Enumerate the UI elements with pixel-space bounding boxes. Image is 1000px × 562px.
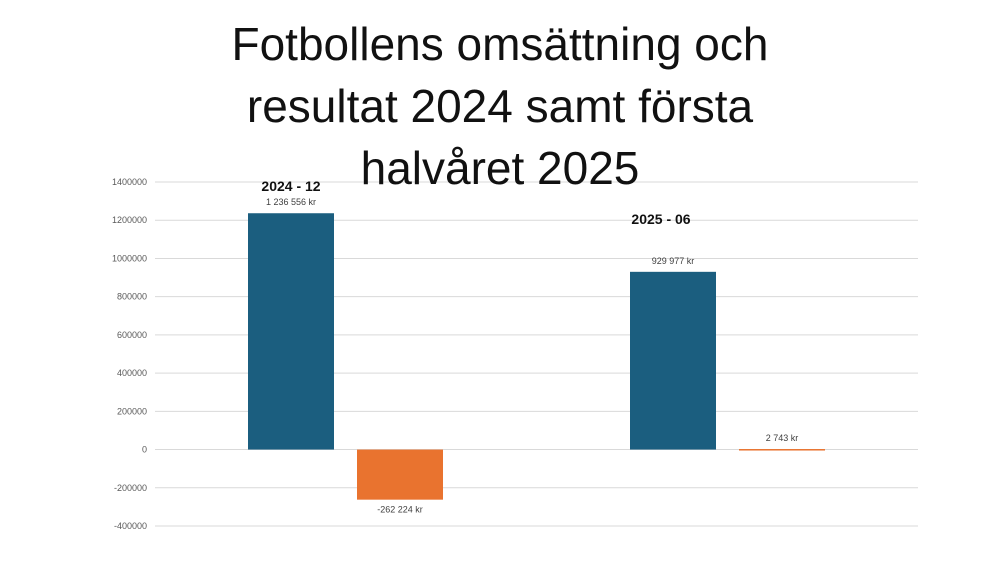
y-tick-label: 200000 — [117, 406, 147, 416]
data-label: 1 236 556 kr — [266, 197, 316, 207]
bar — [248, 213, 334, 450]
category-label: 2025 - 06 — [631, 211, 690, 227]
bar — [357, 449, 443, 500]
data-label: 929 977 kr — [652, 256, 695, 266]
bar — [630, 271, 716, 450]
chart-title-line-2: resultat 2024 samt första — [246, 80, 754, 132]
y-tick-label: 1000000 — [112, 253, 147, 263]
category-label: 2024 - 12 — [261, 178, 320, 194]
bar — [739, 449, 825, 451]
y-tick-label: 800000 — [117, 292, 147, 302]
data-label: 2 743 kr — [766, 433, 799, 443]
y-tick-label: 400000 — [117, 368, 147, 378]
data-label: -262 224 kr — [377, 505, 423, 515]
y-tick-label: -400000 — [114, 521, 147, 531]
y-tick-label: 0 — [142, 445, 147, 455]
y-tick-label: -200000 — [114, 483, 147, 493]
chart-title-line-3: halvåret 2025 — [360, 142, 640, 194]
chart-title-line-1: Fotbollens omsättning och — [231, 18, 769, 70]
y-tick-label: 1200000 — [112, 215, 147, 225]
y-tick-label: 1400000 — [112, 177, 147, 187]
y-tick-label: 600000 — [117, 330, 147, 340]
